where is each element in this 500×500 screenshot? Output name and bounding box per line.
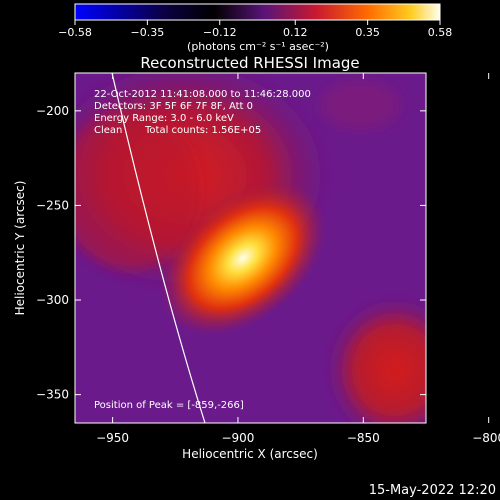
emission-corner bbox=[325, 295, 426, 423]
colorbar-ticks: −0.58 −0.35 −0.12 0.12 0.35 0.58 bbox=[58, 20, 452, 39]
y-tick-label: −300 bbox=[36, 293, 69, 307]
y-tick-label: −250 bbox=[36, 198, 69, 212]
annotations: 22-Oct-2012 11:41:08.000 to 11:46:28.000… bbox=[94, 89, 311, 411]
emission-core bbox=[160, 180, 326, 336]
annotation-clean: Clean bbox=[94, 125, 122, 136]
colorbar-tick-label: −0.12 bbox=[203, 26, 237, 39]
image-plot bbox=[75, 73, 426, 423]
x-tick-label: −800 bbox=[472, 431, 500, 445]
colorbar bbox=[74, 3, 441, 21]
colorbar-tick-label: 0.12 bbox=[283, 26, 308, 39]
x-tick-label: −850 bbox=[347, 431, 380, 445]
colorbar-tick-label: −0.58 bbox=[58, 26, 92, 39]
colorbar-tick-label: 0.58 bbox=[428, 26, 453, 39]
solar-limb bbox=[111, 73, 206, 423]
colorbar-tick-label: 0.35 bbox=[355, 26, 380, 39]
x-tick-label: −950 bbox=[96, 431, 129, 445]
colorbar-unit-label: (photons cm⁻² s⁻¹ asec⁻²) bbox=[187, 40, 329, 53]
footer-date: 15-May-2022 12:20 bbox=[369, 483, 496, 498]
annotation-energy: Energy Range: 3.0 - 6.0 keV bbox=[94, 113, 234, 124]
plot-frame bbox=[74, 72, 427, 424]
annotation-peak: Position of Peak = [-859,-266] bbox=[94, 400, 244, 411]
y-axis-label: Heliocentric Y (arcsec) bbox=[13, 181, 27, 316]
x-axis-ticks: −950 −900 −850 −800 bbox=[96, 73, 500, 445]
y-tick-label: −200 bbox=[36, 104, 69, 118]
annotation-detectors: Detectors: 3F 5F 6F 7F 8F, Att 0 bbox=[94, 101, 253, 112]
annotation-counts: Total counts: 1.56E+05 bbox=[144, 125, 261, 136]
chart-title: Reconstructed RHESSI Image bbox=[140, 54, 359, 72]
annotation-time: 22-Oct-2012 11:41:08.000 to 11:46:28.000 bbox=[94, 89, 311, 100]
colorbar-tick-label: −0.35 bbox=[131, 26, 165, 39]
x-tick-label: −900 bbox=[221, 431, 254, 445]
y-tick-label: −350 bbox=[36, 388, 69, 402]
x-axis-label: Heliocentric X (arcsec) bbox=[182, 447, 318, 461]
y-axis-ticks: −200 −250 −300 −350 bbox=[36, 104, 426, 402]
